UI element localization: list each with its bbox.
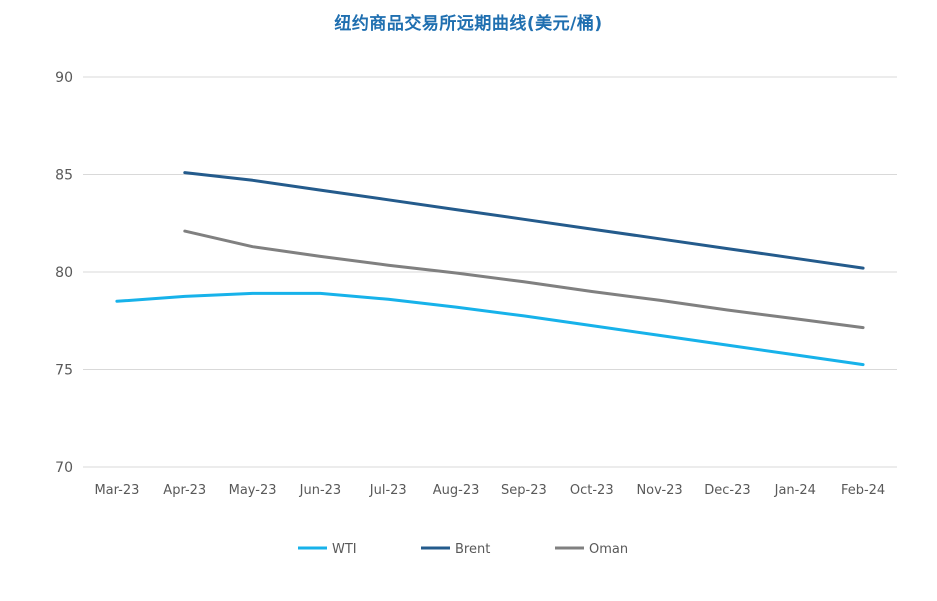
x-tick-label: Nov-23 xyxy=(636,483,682,498)
x-tick-label: Mar-23 xyxy=(94,483,139,498)
x-tick-label: Apr-23 xyxy=(163,483,206,498)
x-tick-label: Jun-23 xyxy=(299,483,342,498)
series-line-wti xyxy=(115,291,865,367)
y-tick-label: 80 xyxy=(55,265,73,281)
y-axis-tick-labels: 70 75 80 85 90 xyxy=(55,70,73,476)
chart-title: 纽约商品交易所远期曲线(美元/桶) xyxy=(334,14,603,34)
grid-lines xyxy=(83,76,897,468)
series-line-brent xyxy=(183,171,865,270)
legend-label: Brent xyxy=(455,542,490,557)
series-lines xyxy=(115,171,865,367)
x-tick-label: Feb-24 xyxy=(841,483,885,498)
y-tick-label: 70 xyxy=(55,460,73,476)
legend-item-wti: WTI xyxy=(298,542,357,557)
y-tick-label: 90 xyxy=(55,70,73,86)
x-tick-label: Sep-23 xyxy=(501,483,547,498)
legend-label: Oman xyxy=(589,542,628,557)
x-tick-label: Oct-23 xyxy=(570,483,614,498)
x-tick-label: May-23 xyxy=(229,483,277,498)
legend-item-oman: Oman xyxy=(555,542,628,557)
legend: WTI Brent Oman xyxy=(298,542,628,557)
x-axis-tick-labels: Mar-23 Apr-23 May-23 Jun-23 Jul-23 Aug-23 Sep-… xyxy=(94,483,885,498)
x-tick-label: Jul-23 xyxy=(369,483,407,498)
x-tick-label: Aug-23 xyxy=(433,483,480,498)
x-tick-label: Dec-23 xyxy=(704,483,750,498)
y-tick-label: 85 xyxy=(55,168,73,184)
series-line-oman xyxy=(183,229,865,330)
x-tick-label: Jan-24 xyxy=(774,483,816,498)
legend-label: WTI xyxy=(332,542,357,557)
legend-item-brent: Brent xyxy=(421,542,490,557)
y-tick-label: 75 xyxy=(55,363,73,379)
